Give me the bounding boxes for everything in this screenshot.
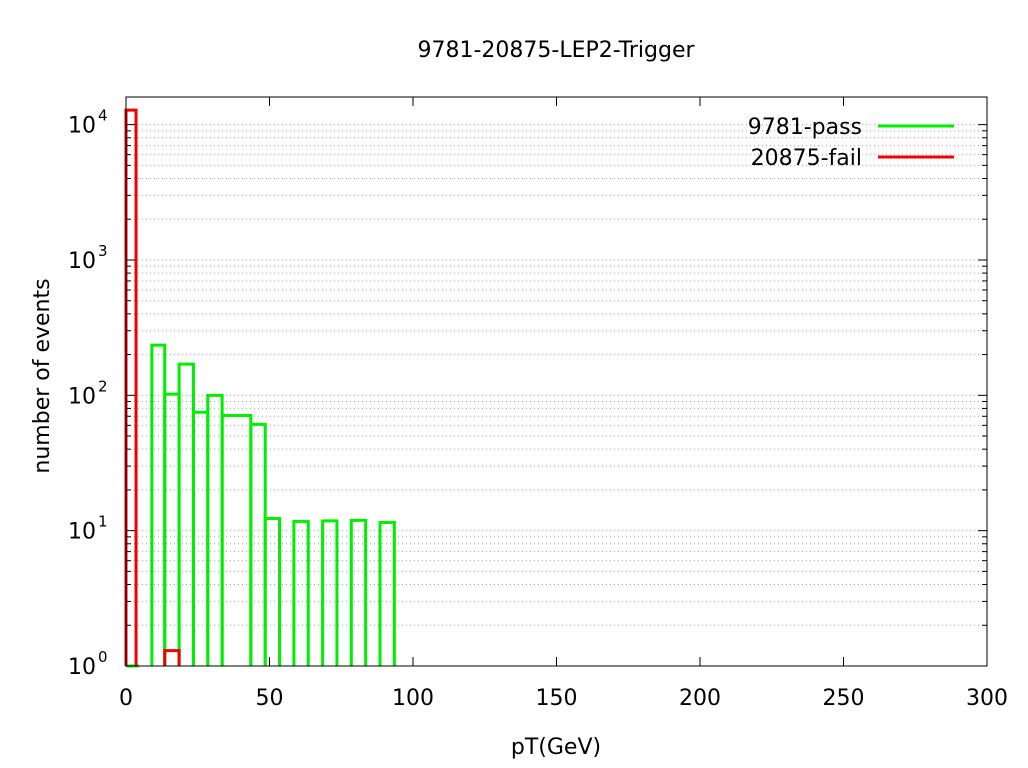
y-tick-label: 10 (68, 114, 96, 139)
histogram-bin (263, 516, 282, 666)
histogram-bin (191, 410, 210, 666)
ticks: 10 010 110 210 310 40 50 100 150 200 250 300 (68, 97, 1008, 711)
x-axis-label: pT(GeV) (511, 735, 601, 760)
chart-title: 9781-20875-LEP2-Trigger (417, 38, 695, 63)
histogram-bin (321, 519, 339, 666)
histogram-bin (177, 362, 195, 666)
y-axis-label: number of events (30, 278, 55, 473)
y-tick-label: 10 (68, 655, 96, 680)
x-tick-label: 200 (679, 686, 721, 711)
histogram-bin (163, 649, 181, 666)
x-tick-label: 100 (392, 686, 434, 711)
legend-label: 20875-fail (751, 146, 862, 171)
histogram-bin (249, 422, 267, 666)
series-layer (124, 108, 396, 668)
y-tick-exponent: 2 (98, 377, 108, 395)
y-tick-exponent: 0 (98, 648, 108, 666)
legend: 9781-pass 20875-fail (748, 115, 954, 171)
x-tick-label: 50 (256, 686, 284, 711)
histogram-bin (349, 518, 368, 666)
y-tick-exponent: 1 (98, 513, 108, 531)
plot-border (125, 96, 988, 667)
series-9781-pass (126, 343, 396, 668)
histogram-bin (292, 519, 310, 666)
grid (126, 124, 987, 626)
legend-label: 9781-pass (748, 115, 862, 140)
y-tick-label: 10 (68, 249, 96, 274)
histogram-bin (124, 108, 138, 666)
histogram-bin (150, 343, 167, 666)
x-tick-label: 250 (823, 686, 865, 711)
y-tick-label: 10 (68, 520, 96, 545)
x-tick-label: 300 (966, 686, 1008, 711)
y-tick-exponent: 3 (98, 242, 108, 260)
plot-frame (125, 96, 988, 667)
y-tick-label: 10 (68, 384, 96, 409)
histogram-bin (220, 413, 253, 666)
x-tick-label: 0 (119, 686, 133, 711)
histogram-bin (378, 520, 396, 666)
y-tick-exponent: 4 (98, 107, 108, 125)
x-tick-label: 150 (536, 686, 578, 711)
